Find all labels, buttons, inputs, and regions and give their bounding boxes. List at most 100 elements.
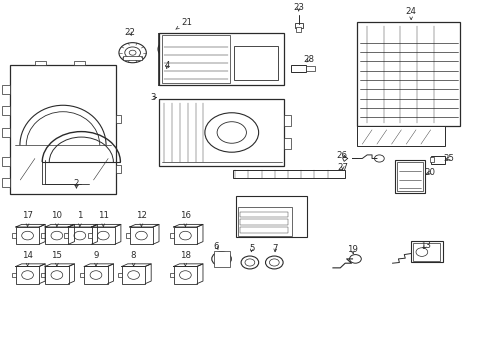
- Bar: [123, 56, 143, 60]
- Bar: [12, 233, 16, 238]
- Bar: [306, 66, 315, 71]
- Bar: [236, 196, 307, 237]
- Bar: [411, 241, 443, 262]
- Bar: [214, 251, 230, 267]
- Text: 18: 18: [180, 251, 191, 266]
- Bar: [357, 22, 460, 126]
- Bar: [41, 273, 45, 277]
- Circle shape: [270, 259, 279, 266]
- Circle shape: [51, 271, 63, 279]
- Text: 27: 27: [337, 163, 348, 172]
- Bar: [80, 273, 84, 277]
- Bar: [240, 212, 288, 217]
- Text: 4: 4: [164, 61, 170, 70]
- Bar: [159, 54, 164, 59]
- Circle shape: [128, 271, 140, 279]
- Bar: [170, 233, 173, 238]
- Circle shape: [266, 256, 283, 269]
- Text: 13: 13: [420, 241, 431, 250]
- Circle shape: [212, 252, 231, 266]
- Bar: [159, 33, 284, 85]
- Circle shape: [158, 39, 185, 59]
- Bar: [284, 138, 292, 149]
- Text: 11: 11: [98, 211, 109, 226]
- Circle shape: [217, 122, 246, 143]
- Bar: [1, 85, 10, 94]
- Text: 2: 2: [74, 179, 79, 188]
- Text: 12: 12: [136, 211, 147, 226]
- Bar: [1, 178, 10, 187]
- Bar: [431, 156, 445, 164]
- Circle shape: [125, 47, 141, 58]
- Circle shape: [245, 259, 255, 266]
- Text: 7: 7: [272, 244, 278, 253]
- Bar: [74, 61, 85, 65]
- Circle shape: [90, 271, 102, 279]
- Circle shape: [74, 231, 86, 240]
- Circle shape: [179, 271, 191, 279]
- Bar: [45, 266, 69, 284]
- Text: 6: 6: [213, 242, 219, 251]
- Circle shape: [205, 113, 259, 152]
- Text: 10: 10: [51, 211, 62, 226]
- Bar: [116, 115, 122, 123]
- Bar: [292, 64, 306, 72]
- Bar: [162, 35, 230, 83]
- Text: 23: 23: [293, 3, 304, 12]
- Circle shape: [168, 46, 175, 51]
- Bar: [240, 220, 288, 225]
- Circle shape: [136, 231, 147, 240]
- Bar: [296, 27, 301, 32]
- Bar: [84, 266, 108, 284]
- Bar: [116, 165, 122, 173]
- Text: 16: 16: [180, 211, 191, 226]
- Circle shape: [216, 255, 227, 263]
- Circle shape: [119, 42, 147, 63]
- Bar: [122, 266, 146, 284]
- Circle shape: [179, 231, 191, 240]
- Bar: [92, 227, 115, 244]
- Text: 19: 19: [347, 246, 358, 255]
- Circle shape: [22, 271, 33, 279]
- Bar: [41, 233, 45, 238]
- Circle shape: [129, 50, 136, 55]
- Bar: [68, 227, 92, 244]
- Text: 20: 20: [424, 168, 435, 177]
- Bar: [35, 61, 46, 65]
- Text: 5: 5: [249, 244, 255, 253]
- Bar: [10, 65, 116, 194]
- Bar: [16, 266, 39, 284]
- Bar: [295, 23, 303, 28]
- Bar: [284, 115, 292, 126]
- Text: 3: 3: [150, 93, 156, 102]
- Circle shape: [98, 231, 109, 240]
- Bar: [179, 54, 184, 59]
- Text: 8: 8: [131, 251, 136, 266]
- Bar: [16, 227, 39, 244]
- Bar: [1, 107, 10, 116]
- Text: 21: 21: [176, 18, 192, 29]
- Bar: [234, 46, 278, 80]
- Text: 28: 28: [303, 55, 314, 64]
- Bar: [130, 227, 153, 244]
- Bar: [413, 243, 441, 261]
- Text: 22: 22: [124, 28, 136, 37]
- Bar: [88, 233, 92, 238]
- Circle shape: [22, 231, 33, 240]
- Bar: [240, 227, 288, 233]
- Circle shape: [163, 42, 180, 55]
- Text: 9: 9: [93, 251, 98, 266]
- Bar: [173, 227, 197, 244]
- Bar: [12, 273, 16, 277]
- Circle shape: [374, 155, 384, 162]
- Bar: [173, 266, 197, 284]
- Bar: [45, 227, 69, 244]
- Bar: [1, 157, 10, 166]
- Circle shape: [51, 231, 63, 240]
- Text: 17: 17: [22, 211, 33, 226]
- Circle shape: [416, 248, 428, 256]
- Bar: [1, 128, 10, 137]
- Bar: [238, 207, 292, 236]
- Bar: [395, 160, 425, 193]
- Bar: [233, 170, 345, 178]
